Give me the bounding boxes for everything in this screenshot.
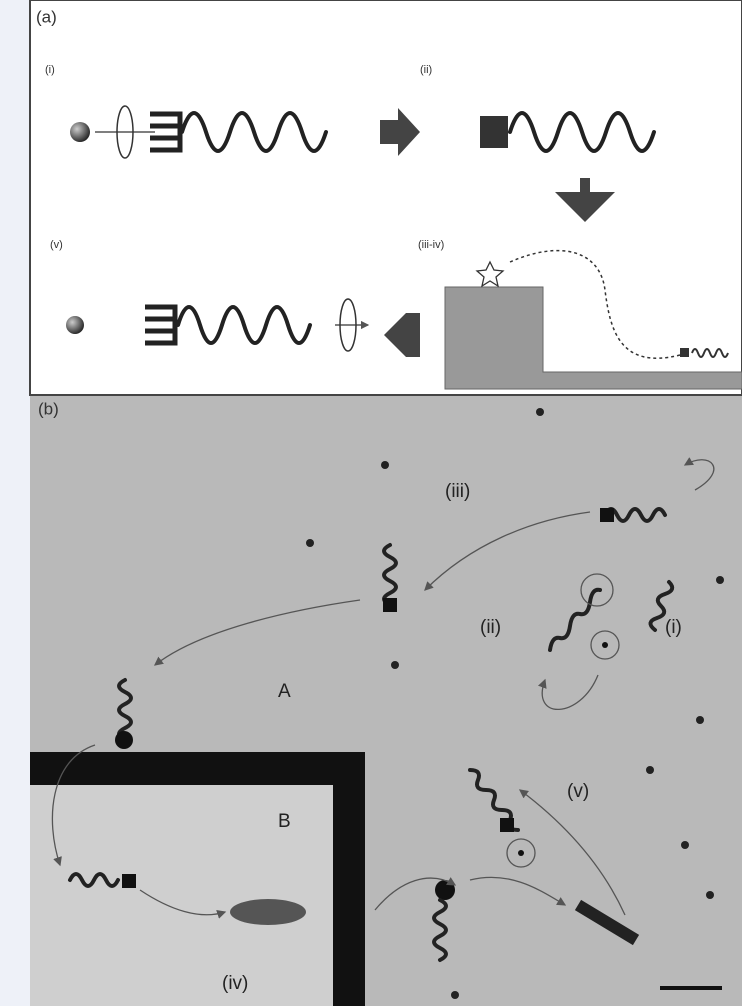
annotation: B (278, 811, 291, 832)
step-label: (i) (45, 64, 55, 76)
annotation: (iii) (445, 481, 470, 502)
annotation: (ii) (480, 617, 501, 638)
annotation: A (278, 681, 291, 702)
step-label: (v) (50, 239, 63, 251)
figure: (a) (i) (ii) (v) (iii-iv) (0, 0, 742, 1006)
annotation: (iv) (222, 973, 248, 994)
annotation: (v) (567, 781, 589, 802)
panel-label: (b) (38, 399, 59, 418)
panel-label: (a) (36, 7, 57, 26)
step-label: (iii-iv) (418, 239, 444, 251)
step-label: (ii) (420, 64, 432, 76)
annotation: (i) (665, 617, 682, 638)
